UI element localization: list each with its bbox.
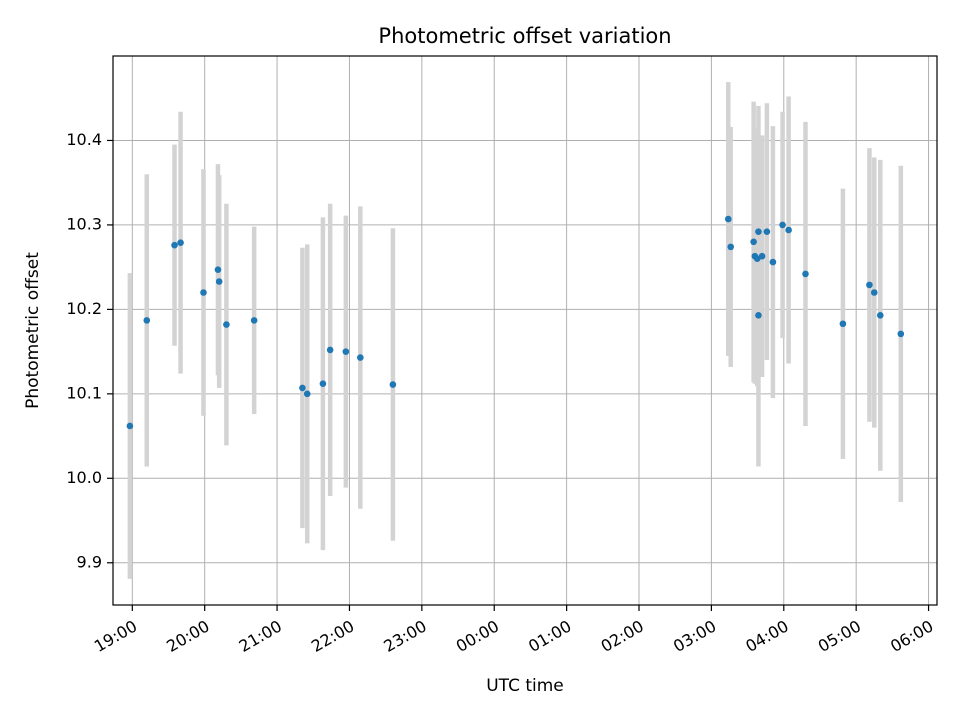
data-points [126, 215, 905, 430]
data-point [250, 317, 258, 324]
data-point [143, 317, 151, 324]
data-point [724, 215, 732, 223]
data-point [755, 311, 762, 319]
chart-title: Photometric offset variation [378, 24, 671, 48]
data-point [171, 241, 178, 249]
data-point [342, 348, 350, 355]
data-point [785, 226, 792, 234]
data-point [319, 380, 327, 388]
data-point [897, 330, 905, 338]
data-point [758, 252, 766, 260]
data-point [357, 354, 364, 361]
y-tick-label: 10.0 [66, 468, 102, 487]
data-point [763, 228, 771, 235]
data-point [727, 243, 734, 251]
data-point [876, 311, 884, 319]
x-axis-label: UTC time [486, 676, 564, 696]
data-point [223, 321, 230, 328]
y-tick-label: 10.2 [66, 299, 102, 318]
plot-frame [112, 55, 938, 606]
data-point [802, 270, 809, 278]
data-point [866, 281, 873, 289]
data-point [389, 381, 397, 388]
data-point [214, 266, 222, 273]
data-point [299, 384, 306, 392]
data-point [779, 221, 786, 229]
data-point [769, 258, 777, 266]
data-point [839, 320, 847, 328]
y-tick-label: 10.3 [66, 214, 102, 233]
y-tick-label: 9.9 [77, 552, 102, 571]
data-point [215, 278, 223, 285]
data-point [750, 238, 757, 246]
y-tick-label: 10.4 [66, 130, 102, 149]
data-point [126, 422, 134, 430]
data-point [326, 346, 334, 354]
data-point [177, 239, 184, 246]
y-axis-label: Photometric offset [23, 252, 43, 409]
data-point [200, 289, 207, 296]
data-point [303, 390, 311, 398]
data-point [755, 228, 762, 235]
y-tick-label: 10.1 [66, 383, 102, 402]
data-point [870, 289, 878, 296]
grid [113, 56, 937, 605]
